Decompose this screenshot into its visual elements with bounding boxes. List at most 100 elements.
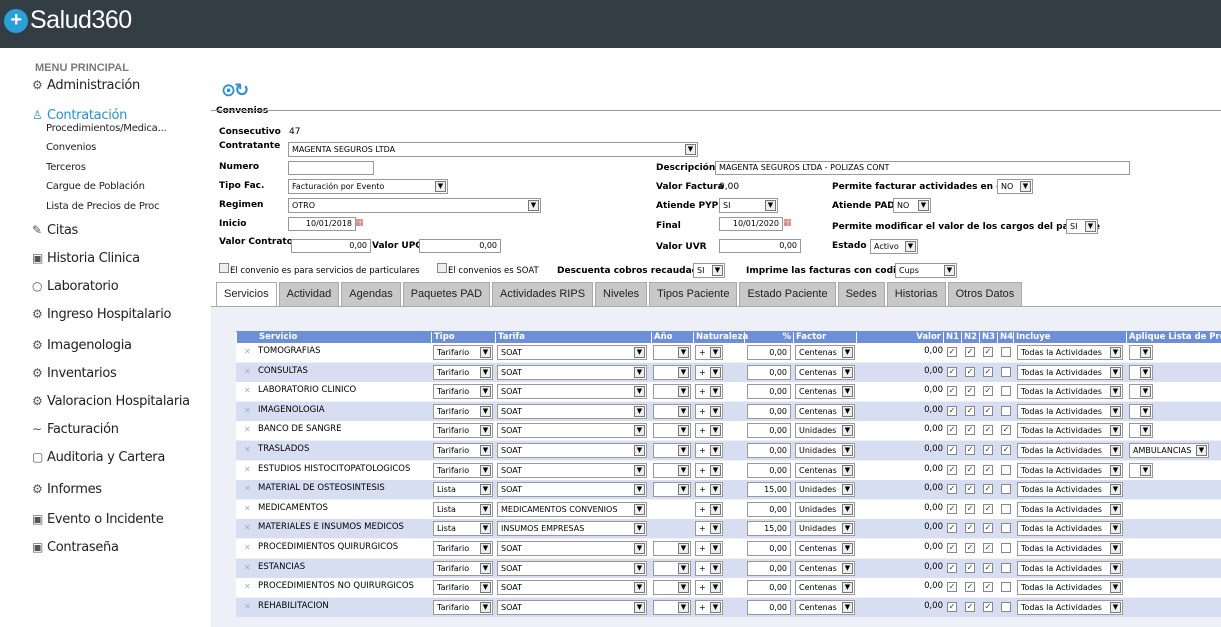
n4-checkbox[interactable] bbox=[1001, 543, 1011, 553]
n1-checkbox[interactable]: ✓ bbox=[947, 582, 957, 593]
tipo-select[interactable]: Lista ▼ bbox=[433, 482, 493, 498]
factor-select[interactable]: Unidades ▼ bbox=[795, 482, 855, 498]
factor-select[interactable]: Centenas ▼ bbox=[795, 599, 855, 615]
pct-input[interactable]: 0,00 bbox=[747, 384, 791, 400]
n4-checkbox[interactable] bbox=[1001, 503, 1011, 514]
sidebar-item-contraseña[interactable]: ▣ Contraseña bbox=[32, 540, 119, 555]
anio-select[interactable]: ▼ bbox=[653, 599, 691, 615]
naturaleza-select[interactable]: + ▼ bbox=[695, 560, 723, 576]
delete-row-icon[interactable]: ✕ bbox=[244, 484, 251, 494]
sidebar-subitem[interactable]: Procedimientos/Medica... bbox=[46, 123, 167, 134]
col-n1[interactable]: N1 bbox=[943, 332, 959, 343]
n2-checkbox[interactable]: ✓ bbox=[965, 425, 975, 436]
valor-uvr-input[interactable]: 0,00 bbox=[719, 239, 801, 253]
atiende-pyp-select[interactable]: SI ▼ bbox=[719, 198, 778, 213]
n4-checkbox[interactable]: ✓ bbox=[1001, 445, 1011, 455]
tab-agendas[interactable]: Agendas bbox=[341, 282, 401, 306]
incluye-select[interactable]: Todas la Actividades ▼ bbox=[1017, 599, 1123, 615]
sidebar-subitem[interactable]: Convenios bbox=[46, 142, 97, 153]
tab-paquetes-pad[interactable]: Paquetes PAD bbox=[402, 282, 491, 306]
col-valor[interactable]: Valor bbox=[856, 332, 943, 343]
pct-input[interactable]: 0,00 bbox=[747, 501, 791, 517]
n2-checkbox[interactable]: ✓ bbox=[965, 601, 975, 612]
n3-checkbox[interactable]: ✓ bbox=[983, 582, 993, 593]
anio-select[interactable]: ▼ bbox=[653, 345, 691, 360]
pct-input[interactable]: 0,00 bbox=[747, 403, 791, 419]
incluye-select[interactable]: Todas la Actividades ▼ bbox=[1017, 443, 1123, 458]
numero-input[interactable] bbox=[288, 161, 374, 175]
tab-actividad[interactable]: Actividad bbox=[278, 282, 340, 306]
factor-select[interactable]: Unidades ▼ bbox=[795, 423, 855, 439]
delete-row-icon[interactable]: ✕ bbox=[244, 543, 251, 552]
naturaleza-select[interactable]: + ▼ bbox=[695, 345, 723, 360]
n4-checkbox[interactable] bbox=[1001, 582, 1011, 593]
calendar-icon[interactable]: ▦ bbox=[783, 218, 792, 228]
n3-checkbox[interactable]: ✓ bbox=[983, 445, 993, 455]
table-row[interactable]: ✕ TRASLADOS Tarifario ▼ SOAT ▼ ▼ + ▼ 0,00 Unidades… bbox=[236, 441, 1221, 460]
col-n4[interactable]: N4 bbox=[997, 332, 1013, 343]
factor-select[interactable]: Unidades ▼ bbox=[795, 521, 855, 537]
n1-checkbox[interactable]: ✓ bbox=[947, 601, 957, 612]
n1-checkbox[interactable]: ✓ bbox=[947, 484, 957, 495]
n2-checkbox[interactable]: ✓ bbox=[965, 484, 975, 495]
n4-checkbox[interactable] bbox=[1001, 405, 1011, 416]
n3-checkbox[interactable]: ✓ bbox=[983, 464, 993, 475]
imprime-select[interactable]: Cups ▼ bbox=[895, 263, 957, 278]
pct-input[interactable]: 0,00 bbox=[747, 364, 791, 380]
sidebar-item-auditoria-y-cartera[interactable]: ▢ Auditoria y Cartera bbox=[32, 450, 165, 465]
tab-historias[interactable]: Historias bbox=[886, 282, 946, 306]
n1-checkbox[interactable]: ✓ bbox=[947, 523, 957, 534]
n4-checkbox[interactable] bbox=[1001, 347, 1011, 357]
tarifa-select[interactable]: SOAT ▼ bbox=[497, 580, 647, 596]
contratante-select[interactable]: MAGENTA SEGUROS LTDA ▼ bbox=[288, 142, 698, 157]
tarifa-select[interactable]: MEDICAMENTOS CONVENIOS ▼ bbox=[497, 501, 647, 517]
col-factor[interactable]: Factor bbox=[793, 332, 826, 343]
sidebar-item-inventarios[interactable]: ⚙ Inventarios bbox=[32, 366, 117, 381]
valor-contrato-input[interactable]: 0,00 bbox=[291, 239, 371, 253]
sidebar-item-valoracion-hospitalaria[interactable]: ⚙ Valoracion Hospitalaria bbox=[32, 394, 190, 409]
naturaleza-select[interactable]: + ▼ bbox=[695, 541, 723, 556]
factor-select[interactable]: Centenas ▼ bbox=[795, 462, 855, 478]
incluye-select[interactable]: Todas la Actividades ▼ bbox=[1017, 541, 1123, 556]
tipo-select[interactable]: Tarifario ▼ bbox=[433, 345, 493, 360]
n2-checkbox[interactable]: ✓ bbox=[965, 582, 975, 593]
col-tarifa[interactable]: Tarifa bbox=[495, 332, 525, 343]
anio-select[interactable]: ▼ bbox=[653, 560, 691, 576]
calendar-icon[interactable]: ▦ bbox=[355, 218, 364, 228]
n2-checkbox[interactable]: ✓ bbox=[965, 386, 975, 397]
sidebar-subitem[interactable]: Lista de Precios de Proc bbox=[46, 201, 160, 212]
n4-checkbox[interactable] bbox=[1001, 366, 1011, 377]
n2-checkbox[interactable]: ✓ bbox=[965, 503, 975, 514]
pct-input[interactable]: 0,00 bbox=[747, 345, 791, 360]
descuenta-select[interactable]: SI ▼ bbox=[693, 263, 725, 278]
naturaleza-select[interactable]: + ▼ bbox=[695, 384, 723, 400]
n4-checkbox[interactable] bbox=[1001, 484, 1011, 495]
tarifa-select[interactable]: SOAT ▼ bbox=[497, 403, 647, 419]
table-row[interactable]: ✕ TOMOGRAFIAS Tarifario ▼ SOAT ▼ ▼ + ▼ 0,00 Centen… bbox=[236, 343, 1221, 362]
factor-select[interactable]: Centenas ▼ bbox=[795, 384, 855, 400]
n3-checkbox[interactable]: ✓ bbox=[983, 347, 993, 357]
n2-checkbox[interactable]: ✓ bbox=[965, 523, 975, 534]
tipo-fac-select[interactable]: Facturación por Evento ▼ bbox=[288, 179, 448, 194]
naturaleza-select[interactable]: + ▼ bbox=[695, 443, 723, 458]
col-pct[interactable]: % bbox=[744, 332, 793, 343]
sidebar-item-contratación[interactable]: ♙ Contratación bbox=[32, 108, 127, 123]
sidebar-item-citas[interactable]: ✎ Citas bbox=[32, 223, 78, 238]
soat-checkbox[interactable] bbox=[437, 263, 447, 273]
tipo-select[interactable]: Tarifario ▼ bbox=[433, 541, 493, 556]
table-row[interactable]: ✕ REHABILITACION Tarifario ▼ SOAT ▼ ▼ + ▼ 0,00 Cen… bbox=[236, 597, 1221, 617]
factor-select[interactable]: Centenas ▼ bbox=[795, 580, 855, 596]
tab-servicios[interactable]: Servicios bbox=[216, 282, 277, 306]
factor-select[interactable]: Centenas ▼ bbox=[795, 560, 855, 576]
incluye-select[interactable]: Todas la Actividades ▼ bbox=[1017, 580, 1123, 596]
anio-select[interactable]: ▼ bbox=[653, 364, 691, 380]
table-row[interactable]: ✕ MEDICAMENTOS Lista ▼ MEDICAMENTOS CONVENIO… bbox=[236, 499, 1221, 519]
n1-checkbox[interactable]: ✓ bbox=[947, 405, 957, 416]
aplique-select[interactable]: ▼ bbox=[1129, 462, 1153, 478]
sidebar-item-laboratorio[interactable]: ○ Laboratorio bbox=[32, 279, 119, 294]
n2-checkbox[interactable]: ✓ bbox=[965, 366, 975, 377]
delete-row-icon[interactable]: ✕ bbox=[244, 405, 251, 415]
tipo-select[interactable]: Tarifario ▼ bbox=[433, 560, 493, 576]
anio-select[interactable]: ▼ bbox=[653, 384, 691, 400]
valor-upc-input[interactable]: 0,00 bbox=[419, 239, 501, 253]
